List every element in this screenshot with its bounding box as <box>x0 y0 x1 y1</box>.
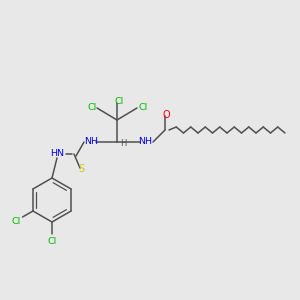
Text: S: S <box>78 164 84 174</box>
Text: Cl: Cl <box>11 217 20 226</box>
Text: NH: NH <box>138 136 152 146</box>
Text: NH: NH <box>84 136 98 146</box>
Text: Cl: Cl <box>47 238 57 247</box>
Text: HN: HN <box>50 148 64 158</box>
Text: Cl: Cl <box>87 103 97 112</box>
Text: H: H <box>120 139 126 148</box>
Text: Cl: Cl <box>138 103 148 112</box>
Text: O: O <box>162 110 170 120</box>
Text: Cl: Cl <box>114 98 124 106</box>
